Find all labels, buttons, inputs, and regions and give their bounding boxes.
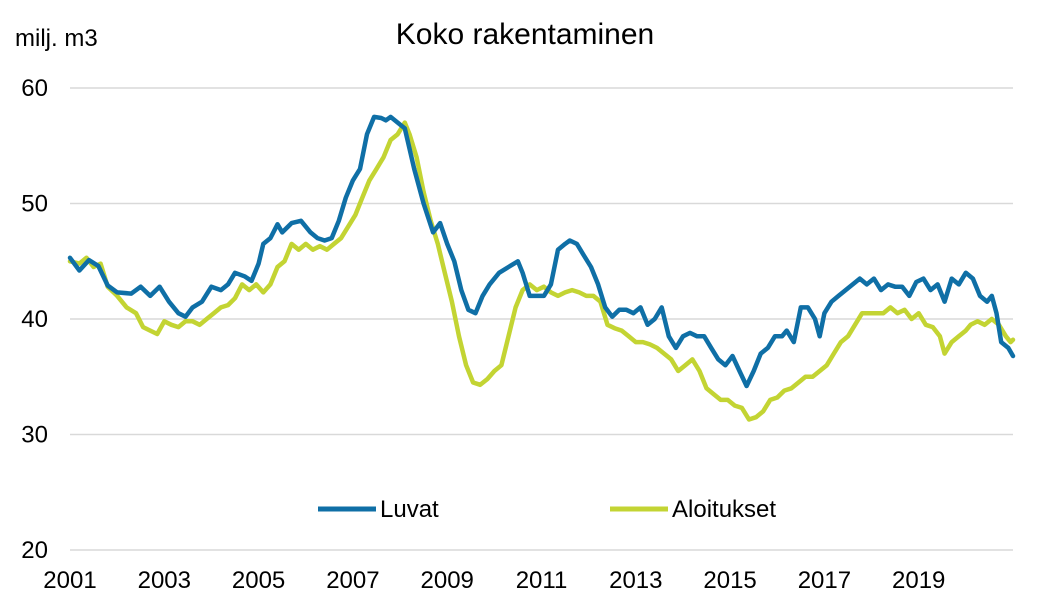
x-tick-label: 2007 [326,567,379,594]
y-axis-ticks: 20 30 40 50 60 [21,75,48,564]
x-tick-label: 2015 [703,567,756,594]
x-axis-ticks: 2001 2003 2005 2007 2009 2011 2013 2015 2017 2019 [43,567,945,594]
x-tick-label: 2013 [609,567,662,594]
legend: Luvat Aloitukset [318,496,776,523]
series-lines [67,114,1016,422]
x-tick-label: 2009 [421,567,474,594]
x-tick-label: 2011 [516,567,568,594]
gridlines [70,87,1013,551]
legend-label-1: Aloitukset [672,496,776,523]
y-tick-label: 30 [21,422,48,449]
y-tick-label: 50 [21,191,48,218]
y-tick-label: 20 [21,537,48,564]
y-tick-label: 40 [21,306,48,333]
x-tick-label: 2005 [232,567,285,594]
y-axis-unit-label: milj. m3 [15,25,98,52]
chart-title: Koko rakentaminen [396,18,655,51]
series-line-1 [67,120,1016,422]
series-line-0 [67,114,1016,389]
x-tick-label: 2017 [798,567,851,594]
x-tick-label: 2001 [43,567,96,594]
y-tick-label: 60 [21,75,48,102]
x-tick-label: 2003 [138,567,191,594]
x-tick-label: 2019 [892,567,945,594]
legend-label-0: Luvat [380,496,439,523]
